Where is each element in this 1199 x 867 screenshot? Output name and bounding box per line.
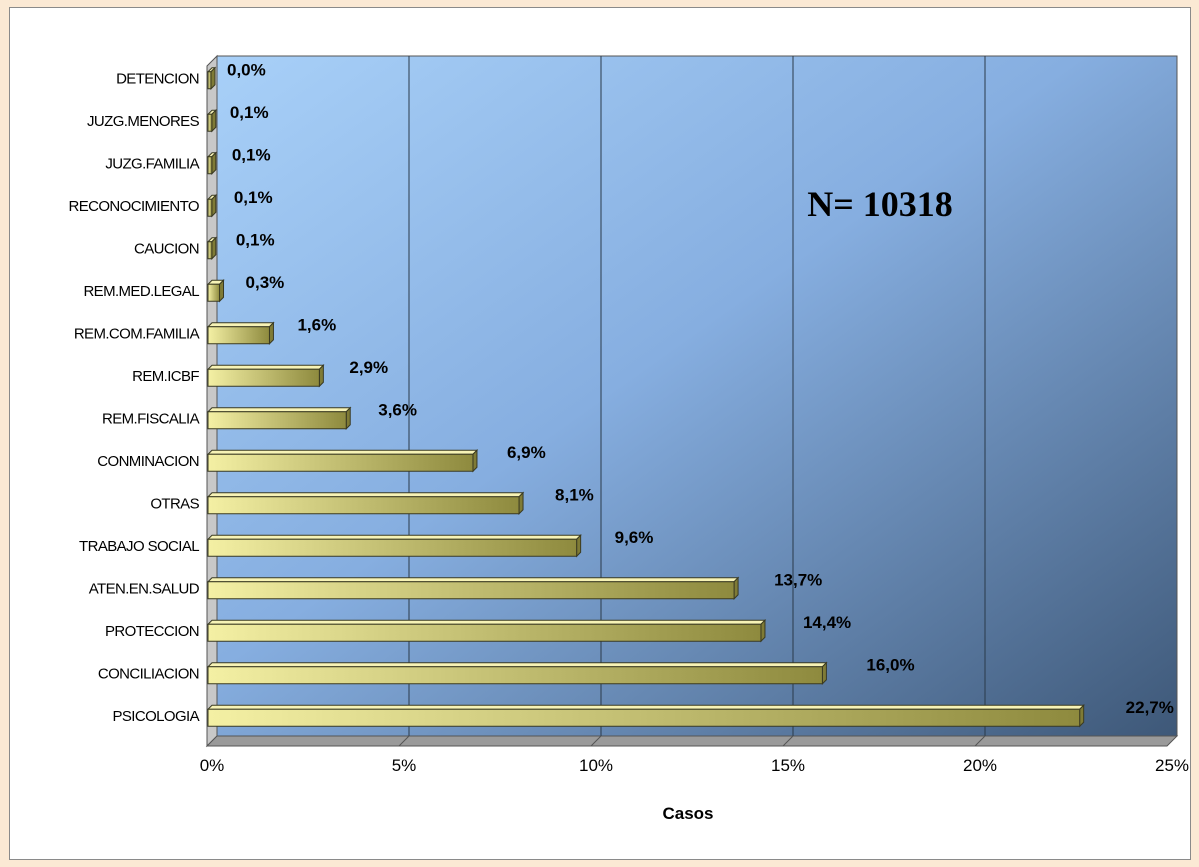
bar-side [472,449,478,473]
category-label: DETENCION [116,70,199,87]
data-label: 0,1% [234,188,273,207]
data-label: 9,6% [615,528,654,547]
data-label: 3,6% [378,400,417,419]
data-label: 0,1% [232,145,271,164]
category-label: JUZG.FAMILIA [105,155,199,172]
bar-side [821,661,827,685]
category-label: CONMINACION [97,453,199,470]
data-label: 0,3% [246,273,285,292]
x-axis-title: Casos [662,804,713,823]
category-label: TRABAJO SOCIAL [79,538,199,555]
bar-chart: 0% 5% 10% 15% 20% 25% DETENCION 0,0% JUZG.MENORE… [69,54,1189,823]
data-label: 0,1% [230,103,269,122]
bar-side [211,194,217,218]
category-label: RECONOCIMIENTO [69,198,200,215]
bar [207,623,762,642]
bar [207,411,347,430]
x-tick-label: 25% [1155,756,1189,775]
chart-frame: 0% 5% 10% 15% 20% 25% DETENCION 0,0% JUZG.MENORE… [9,7,1191,860]
bar-top [206,662,828,668]
plot-floor [205,735,1179,747]
category-label: OTRAS [150,495,199,512]
category-label: REM.MED.LEGAL [83,283,199,300]
category-label: CONCILIACION [98,665,199,682]
bar [207,708,1081,727]
bar-top [206,534,582,540]
bar [207,581,735,600]
data-label: 16,0% [866,655,914,674]
data-label: 0,0% [227,60,266,79]
bar-top [206,322,275,328]
floor-gridline [974,735,986,747]
bar-side [210,66,216,90]
bar-side [518,491,524,515]
bar [207,283,221,302]
floor-gridline [398,735,410,747]
bar-top [206,492,525,498]
x-tick-label: 15% [771,756,805,775]
n-annotation: N= 10318 [807,184,953,224]
data-label: 1,6% [297,315,336,334]
category-label: REM.ICBF [132,368,199,385]
data-label: 6,9% [507,443,546,462]
bar [207,71,212,90]
floor-gridline [782,735,794,747]
bar-side [1079,704,1085,728]
x-tick-label: 0% [200,756,225,775]
data-label: 2,9% [349,358,388,377]
bar-side [219,279,225,303]
bar-side [318,364,324,388]
bar-top [206,449,479,455]
data-label: 0,1% [236,230,275,249]
category-label: CAUCION [134,240,199,257]
bar-side [268,321,274,345]
data-label: 14,4% [803,613,851,632]
bar-side [733,576,739,600]
category-label: ATEN.EN.SALUD [89,580,200,597]
category-label: PROTECCION [105,623,199,640]
category-label: PSICOLOGIA [112,708,199,725]
x-tick-label: 5% [392,756,417,775]
bar-top [206,577,740,583]
bar [207,666,823,685]
data-label: 13,7% [774,570,822,589]
x-tick-label: 20% [963,756,997,775]
bar [207,496,520,515]
bar-side [345,406,351,430]
bar-side [211,109,217,133]
bar [207,198,213,217]
bar-side [760,619,766,643]
bar [207,113,213,132]
category-label: JUZG.MENORES [87,113,200,130]
bar [207,368,320,387]
x-tick-label: 10% [579,756,613,775]
category-label: REM.FISCALIA [102,410,200,427]
bar-side [576,534,582,558]
bar-top [206,619,767,625]
bar-side [211,236,217,260]
data-label: 8,1% [555,485,594,504]
bar [207,156,213,175]
bar [207,326,270,345]
bar-top [206,364,325,370]
bar-top [206,704,1085,710]
floor-gridline [590,735,602,747]
category-label: REM.COM.FAMILIA [74,325,200,342]
bar-side [211,151,217,175]
bar [207,538,578,557]
bar-top [206,407,352,413]
bar [207,241,213,260]
bar [207,453,474,472]
data-label: 22,7% [1126,698,1174,717]
